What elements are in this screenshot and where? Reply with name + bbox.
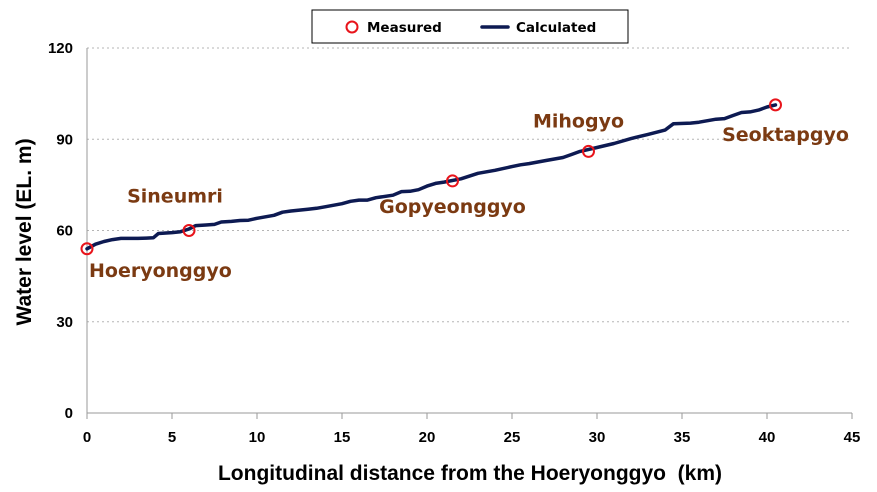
station-label: Seoktapgyo <box>722 124 849 146</box>
legend: Measured Calculated <box>311 9 629 44</box>
x-tick-label: 40 <box>759 429 776 446</box>
measured-series <box>80 98 782 256</box>
legend-measured-label: Measured <box>367 20 442 36</box>
x-tick-label: 45 <box>844 429 861 446</box>
calculated-line <box>85 103 778 251</box>
x-tick-label: 15 <box>334 429 351 446</box>
station-label: Sineumri <box>127 186 223 208</box>
measured-marker <box>769 98 782 112</box>
legend-box <box>311 9 629 44</box>
axes <box>86 48 853 419</box>
station-label: Mihogyo <box>533 110 624 132</box>
tick-labels: 0 30 60 90 120 0 5 10 15 20 25 30 35 40 45 <box>48 40 860 446</box>
y-tick-label: 120 <box>48 40 73 57</box>
x-tick-label: 25 <box>504 429 521 446</box>
station-label: Hoeryonggyo <box>89 260 232 282</box>
x-tick-label: 30 <box>589 429 606 446</box>
y-tick-label: 60 <box>56 223 73 240</box>
y-tick-label: 0 <box>65 405 73 422</box>
x-tick-label: 5 <box>168 429 176 446</box>
x-axis-title: Longitudinal distance from the Hoeryongg… <box>218 462 722 485</box>
calculated-series <box>85 103 778 251</box>
y-tick-label: 90 <box>56 131 73 148</box>
x-tick-label: 0 <box>83 429 91 446</box>
measured-marker <box>446 174 459 188</box>
y-axis-title: Water level (EL. m) <box>13 138 36 325</box>
y-tick-label: 30 <box>56 314 73 331</box>
station-labels: Hoeryonggyo Sineumri Gopyeonggyo Mihogyo Seo… <box>89 110 849 281</box>
x-tick-label: 35 <box>674 429 691 446</box>
measured-marker <box>182 224 196 237</box>
legend-measured-marker <box>345 20 359 34</box>
legend-calculated-label: Calculated <box>516 20 596 36</box>
x-tick-label: 20 <box>419 429 436 446</box>
measured-marker <box>80 242 94 256</box>
station-label: Gopyeonggyo <box>379 196 526 218</box>
measured-marker <box>582 144 595 158</box>
x-tick-label: 10 <box>249 429 266 446</box>
